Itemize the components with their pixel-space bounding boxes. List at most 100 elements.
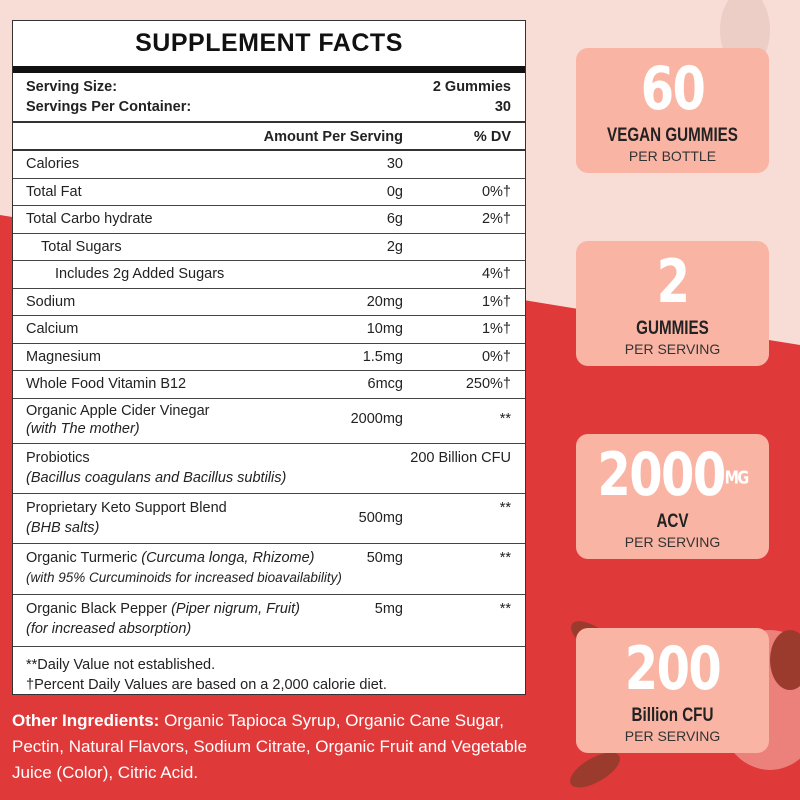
table-row: Sodium 20mg 1%† (13, 289, 525, 316)
row-name: Whole Food Vitamin B12 (26, 376, 187, 392)
other-ingredients: Other Ingredients: Organic Tapioca Syrup… (12, 708, 537, 786)
row-amount: 6g (386, 211, 403, 227)
stat-value: 200 (595, 636, 749, 705)
dv-header: % DV (473, 129, 511, 145)
table-row: Includes 2g Added Sugars 4%† (13, 261, 525, 289)
row-name: Organic Turmeric (Curcuma longa, Rhizome… (26, 550, 315, 566)
row-dv: 250%† (465, 376, 511, 392)
row-name: Organic Black Pepper (Piper nigrum, Frui… (26, 601, 300, 617)
table-row-probiotics: Probiotics (Bacillus coagulans and Bacil… (13, 444, 525, 494)
stat-card: 2000MG ACV PER SERVING (576, 434, 769, 559)
leaf-illustration (570, 752, 620, 788)
leaf-illustration (770, 630, 800, 690)
other-ingredients-label: Other Ingredients: (12, 711, 160, 730)
table-row: Calories 30 (13, 151, 525, 179)
row-name-text: Organic Black Pepper (26, 600, 172, 617)
table-row: Calcium 10mg 1%† (13, 316, 525, 344)
row-note: (with 95% Curcuminoids for increased bio… (26, 569, 342, 585)
stat-number: 60 (640, 54, 706, 124)
column-header: Amount Per Serving % DV (13, 123, 525, 151)
row-name: Total Carbo hydrate (26, 211, 153, 227)
stat-card: 60 VEGAN GUMMIES PER BOTTLE (576, 48, 769, 173)
row-amount: 1.5mg (362, 348, 403, 365)
row-name: Probiotics (26, 449, 90, 466)
row-note: (Bacillus coagulans and Bacillus subtili… (26, 469, 287, 486)
table-row: Whole Food Vitamin B12 6mcg 250%† (13, 371, 525, 399)
stat-sublabel: PER BOTTLE (628, 148, 717, 165)
row-amount: 500mg (358, 509, 403, 526)
other-ingredients-text: Organic Tapioca Syrup, Organic Cane Suga… (12, 711, 527, 782)
stat-sublabel: PER SERVING (624, 534, 721, 551)
row-dv: 4%† (481, 266, 511, 282)
stat-value: 60 (595, 56, 749, 125)
table-row: Total Sugars 2g (13, 234, 525, 261)
row-dv: 1%† (481, 293, 511, 310)
stat-sublabel: PER SERVING (624, 728, 721, 745)
row-amount: 20mg (366, 293, 403, 310)
serving-size-value: 2 Gummies (432, 79, 511, 95)
row-dv: ** (499, 499, 511, 516)
stat-card: 200 Billion CFU PER SERVING (576, 628, 769, 753)
servings-value: 30 (494, 99, 511, 115)
row-note: (BHB salts) (26, 519, 100, 536)
stat-number: 200 (624, 634, 722, 704)
footnote-percent-dv: †Percent Daily Values are based on a 2,0… (26, 676, 387, 693)
stat-number: 2 (656, 247, 690, 317)
row-name: Total Sugars (41, 238, 122, 255)
table-row-acv: Organic Apple Cider Vinegar (with The mo… (13, 399, 525, 444)
row-name: Proprietary Keto Support Blend (26, 499, 227, 516)
table-row-keto: Proprietary Keto Support Blend (BHB salt… (13, 494, 525, 544)
row-note: (with The mother) (26, 420, 140, 437)
row-amount: 0g (386, 183, 403, 200)
row-name: Total Fat (26, 183, 82, 200)
stat-unit: MG (724, 467, 750, 489)
row-name: Includes 2g Added Sugars (55, 266, 225, 282)
row-amount: 2g (386, 238, 403, 255)
row-name: Organic Apple Cider Vinegar (26, 402, 210, 419)
row-name-text: Organic Turmeric (26, 549, 142, 566)
table-row: Magnesium 1.5mg 0%† (13, 344, 525, 371)
table-row: Total Fat 0g 0%† (13, 179, 525, 206)
stat-label: GUMMIES (636, 318, 709, 340)
serving-info: Serving Size: 2 Gummies Servings Per Con… (13, 73, 525, 123)
row-latin: (Piper nigrum, Fruit) (171, 600, 300, 617)
stat-value: 2000MG (595, 442, 749, 511)
row-dv: ** (499, 600, 511, 617)
serving-size-label: Serving Size: (26, 79, 118, 95)
divider (13, 66, 525, 73)
row-name: Calcium (26, 321, 79, 337)
row-amount: 2000mg (350, 410, 403, 427)
footnote-dv-not-established: **Daily Value not established. (26, 656, 216, 673)
stat-card: 2 GUMMIES PER SERVING (576, 241, 769, 366)
amount-header: Amount Per Serving (263, 129, 403, 145)
row-amount: 50mg (366, 549, 403, 566)
row-amount: 200 Billion CFU (410, 449, 511, 466)
row-dv: 0%† (481, 183, 511, 200)
row-amount: 5mg (374, 600, 403, 617)
row-amount: 6mcg (367, 376, 403, 392)
row-name: Magnesium (26, 348, 101, 365)
table-row-turmeric: Organic Turmeric (Curcuma longa, Rhizome… (13, 544, 525, 595)
stat-value: 2 (595, 249, 749, 318)
table-row: Total Carbo hydrate 6g 2%† (13, 206, 525, 234)
row-name: Sodium (26, 293, 76, 310)
supplement-facts-table: SUPPLEMENT FACTS Serving Size: 2 Gummies… (12, 20, 526, 695)
table-title: SUPPLEMENT FACTS (135, 29, 403, 57)
row-dv: ** (499, 549, 511, 566)
servings-label: Servings Per Container: (26, 99, 192, 115)
footnotes: **Daily Value not established. †Percent … (13, 647, 525, 703)
row-dv: ** (499, 410, 511, 427)
row-dv: 0%† (481, 348, 511, 365)
stat-label: ACV (656, 511, 689, 533)
table-row-black-pepper: Organic Black Pepper (Piper nigrum, Frui… (13, 595, 525, 647)
stat-number: 2000 (597, 440, 726, 510)
stat-label: Billion CFU (631, 705, 714, 727)
row-amount: 10mg (366, 321, 403, 337)
row-note: (for increased absorption) (26, 620, 192, 637)
row-dv: 2%† (481, 211, 511, 227)
row-dv: 1%† (481, 321, 511, 337)
row-latin: (Curcuma longa, Rhizome) (141, 549, 315, 566)
stat-label: VEGAN GUMMIES (607, 125, 738, 147)
row-amount: 30 (386, 156, 403, 172)
row-name: Calories (26, 156, 80, 172)
